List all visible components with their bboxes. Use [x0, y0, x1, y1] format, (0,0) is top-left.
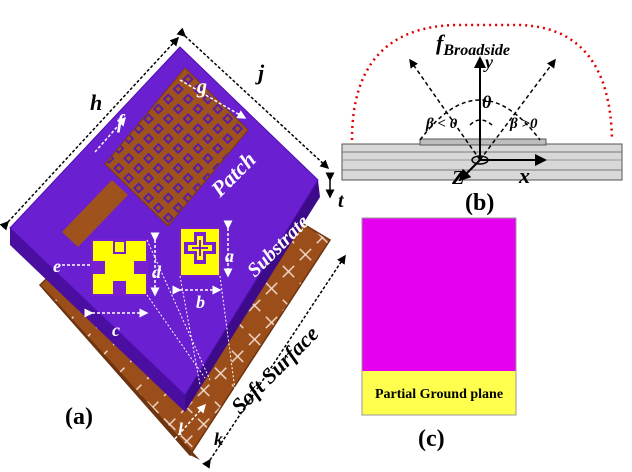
x-axis-label: x	[518, 163, 530, 188]
label-f: f	[117, 111, 126, 133]
substrate-back	[362, 218, 516, 371]
label-j: j	[255, 60, 265, 85]
label-b: b	[196, 292, 205, 312]
label-e: e	[53, 256, 61, 276]
axes	[458, 56, 547, 182]
antenna-stack	[341, 143, 623, 181]
beta-negative-label: β < 0	[425, 116, 458, 132]
label-c: c	[112, 320, 120, 340]
panel-c: Partial Ground plane (c)	[361, 217, 517, 452]
label-h: h	[90, 90, 102, 115]
unit-cell-left	[91, 239, 148, 296]
partial-ground-plane	[362, 371, 516, 415]
beam-directions	[409, 58, 556, 161]
panel-b: fBroadside y θ β < 0 β >0 x Z (b)	[341, 23, 623, 216]
z-axis-label: Z	[451, 167, 464, 189]
ground-plane-label: Partial Ground plane	[375, 387, 503, 402]
f-broadside-label: fBroadside	[436, 30, 510, 59]
y-axis-label: y	[483, 52, 494, 72]
label-g: g	[196, 76, 207, 98]
label-t: t	[338, 190, 345, 212]
beta-positive-label: β >0	[509, 116, 538, 132]
outer-dimension-lines	[0, 27, 346, 469]
caption-c: (c)	[418, 426, 445, 452]
theta-label: θ	[482, 92, 492, 112]
panel-a: h j f g a b c d e t l k Patch Substrate …	[0, 27, 346, 469]
unit-cell-right	[179, 227, 221, 277]
broadside-pattern-curve	[350, 23, 614, 141]
caption-a: (a)	[65, 404, 93, 430]
label-k: k	[214, 429, 223, 449]
label-l: l	[178, 419, 183, 439]
substrate-side	[10, 228, 185, 412]
caption-b: (b)	[465, 190, 494, 216]
label-a: a	[225, 246, 234, 266]
label-d: d	[152, 262, 162, 282]
